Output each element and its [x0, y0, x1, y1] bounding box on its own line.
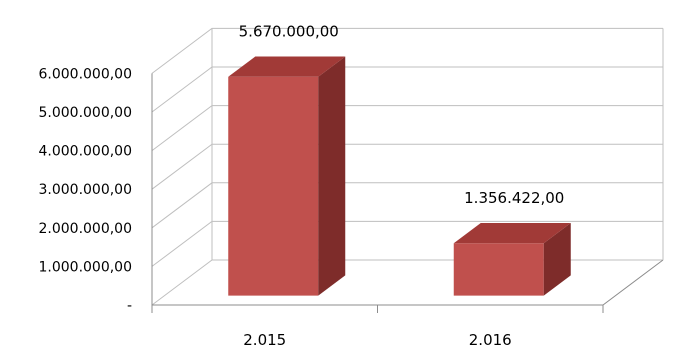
labels: - 1.000.000,00 2.000.000,00 3.000.000,00 4.0…: [38, 23, 564, 349]
data-label: 1.356.422,00: [464, 189, 564, 207]
data-label: 5.670.000,00: [239, 23, 339, 41]
x-tick-label: 2.016: [469, 331, 512, 349]
y-tick-label: 6.000.000,00: [38, 66, 132, 82]
bar-side-face: [543, 223, 571, 296]
bar-top-face: [453, 223, 571, 244]
x-tick-label: 2.015: [243, 331, 286, 349]
y-tick-label: 3.000.000,00: [38, 182, 132, 198]
bar-front-face: [228, 76, 319, 296]
y-tick-label: -: [127, 298, 132, 314]
y-tick-label: 4.000.000,00: [38, 144, 132, 160]
y-tick-label: 1.000.000,00: [38, 259, 132, 275]
y-tick-label: 2.000.000,00: [38, 221, 132, 237]
bars: [228, 56, 571, 296]
y-tick-label: 5.000.000,00: [38, 105, 132, 121]
bar-front-face: [453, 243, 544, 296]
bar-top-face: [228, 56, 346, 77]
gridlines: [151, 27, 664, 313]
bar-side-face: [318, 56, 346, 296]
